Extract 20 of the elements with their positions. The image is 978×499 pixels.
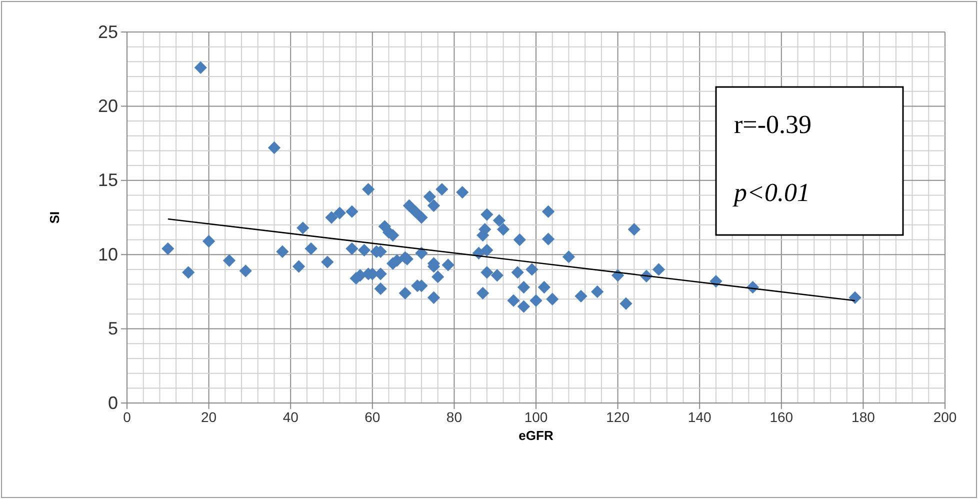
y-tick-label: 25	[98, 22, 118, 42]
y-tick-label: 10	[98, 244, 118, 264]
x-tick-label: 60	[364, 408, 380, 425]
annotation: r=-0.39	[734, 110, 812, 139]
y-tick-label: 20	[98, 96, 118, 116]
y-axis-title: SI	[47, 211, 62, 224]
x-tick-label: 20	[201, 408, 217, 425]
x-tick-label: 40	[282, 408, 299, 425]
x-tick-label: 80	[446, 408, 462, 425]
x-axis-title: eGFR	[518, 428, 554, 443]
annotation: p<0.01	[732, 178, 810, 207]
x-tick-label: 0	[123, 408, 132, 425]
x-tick-label: 120	[606, 408, 630, 425]
x-tick-label: 160	[770, 408, 794, 425]
x-tick-label: 140	[688, 408, 712, 425]
y-tick-label: 5	[108, 318, 118, 339]
x-tick-label: 200	[933, 408, 957, 425]
y-tick-label: 15	[98, 170, 118, 190]
x-tick-label: 100	[524, 408, 548, 425]
x-tick-label: 180	[852, 408, 876, 425]
